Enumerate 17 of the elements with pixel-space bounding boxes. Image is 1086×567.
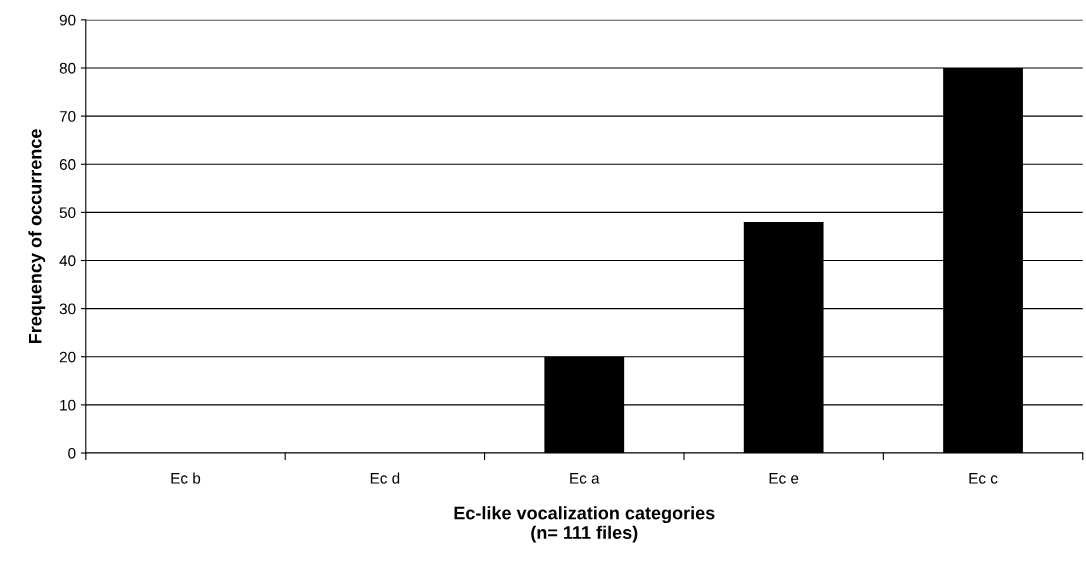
y-tick-label: 0 [68, 447, 76, 459]
y-tick-label: 80 [59, 62, 76, 74]
y-tick-label: 90 [59, 14, 76, 26]
x-axis-title: Ec-like vocalization categories (n= 111 files) [454, 506, 715, 543]
x-tick-label: Ec d [370, 472, 400, 484]
x-tick-label: Ec c [969, 473, 998, 484]
x-tick-label: Ec b [171, 472, 201, 484]
y-axis-title: Frequency of occurrence [28, 129, 46, 344]
y-tick-label: 40 [59, 255, 76, 267]
y-tick-label: 20 [59, 351, 76, 363]
y-tick-label: 60 [59, 159, 76, 170]
y-tick-label: 70 [59, 110, 76, 122]
y-tick-label: 50 [59, 207, 76, 219]
x-tick-label: Ec a [570, 473, 600, 484]
x-tick-label: Ec e [769, 473, 799, 484]
y-tick-label: 10 [60, 399, 76, 411]
y-tick-label: 30 [59, 303, 76, 315]
